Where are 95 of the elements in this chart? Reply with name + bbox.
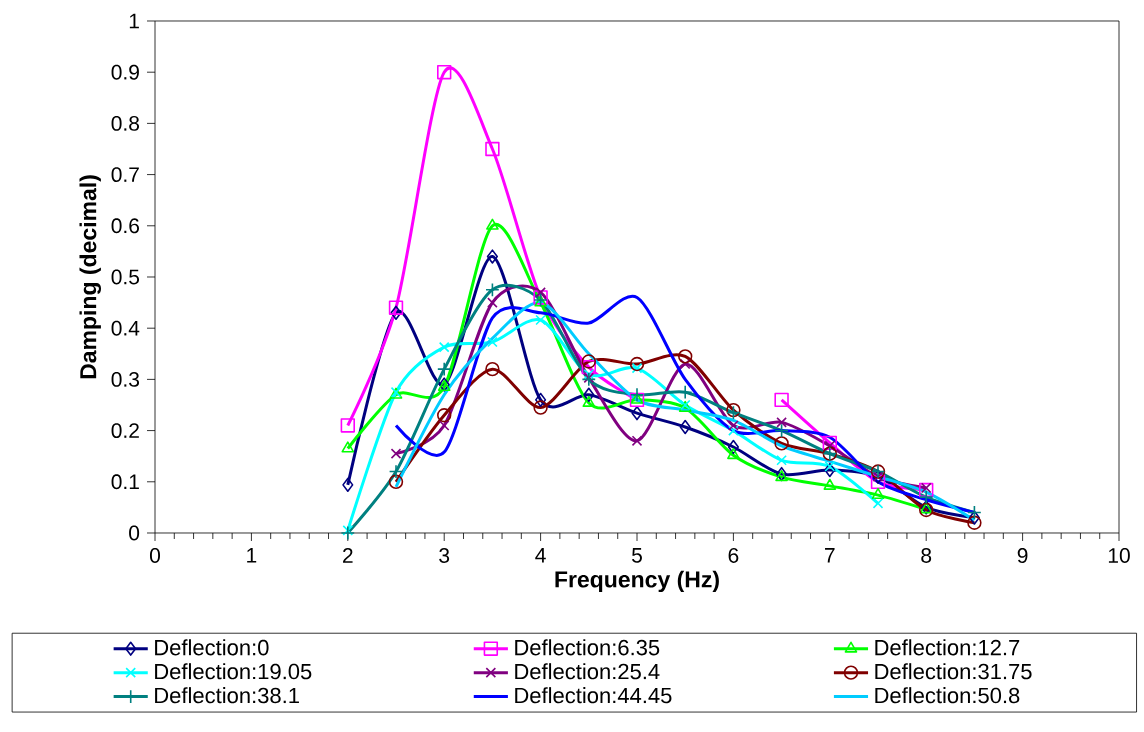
point (583, 387, 595, 402)
point (583, 368, 595, 380)
x-tick-label: 8 (921, 548, 932, 563)
point (823, 478, 837, 490)
point (919, 489, 934, 505)
point (340, 525, 355, 541)
point (774, 392, 789, 408)
x-tick-label: 7 (825, 548, 835, 563)
point (486, 218, 499, 230)
point (438, 420, 450, 431)
point (390, 448, 402, 459)
legend-label: Deflection:0 (155, 639, 269, 656)
point (679, 358, 691, 370)
y-tick-label: 0.4 (111, 320, 140, 336)
y-tick-label: 0.2 (111, 423, 139, 439)
y-tick-label: 0.8 (111, 115, 140, 131)
point (342, 477, 354, 493)
point (341, 441, 355, 453)
point (870, 474, 886, 489)
x-tick-label: 0 (149, 548, 161, 563)
y-tick-label: 0.6 (111, 218, 140, 234)
point (824, 461, 836, 472)
point (485, 361, 500, 377)
y-tick-label: 0.7 (111, 167, 139, 183)
x-tick-label: 2 (343, 548, 353, 563)
legend-label: Deflection:25.4 (515, 663, 660, 680)
point (872, 497, 884, 509)
x-tick-label: 9 (1017, 548, 1028, 563)
point (824, 462, 836, 478)
y-tick-label: 0.9 (111, 64, 139, 80)
point (629, 392, 645, 408)
point (437, 361, 452, 377)
point (776, 417, 787, 428)
point (340, 418, 355, 433)
point (727, 439, 739, 455)
point (631, 362, 643, 374)
point (776, 454, 787, 466)
point (342, 525, 354, 536)
point (679, 419, 691, 435)
legend-label: Deflection:12.7 (875, 639, 1020, 656)
legend-label: Deflection:19.05 (155, 663, 312, 680)
point (437, 64, 452, 80)
y-axis-title: Damping (decimal) (79, 175, 101, 379)
point (485, 141, 500, 157)
point (967, 515, 982, 530)
x-tick-label: 4 (535, 548, 546, 563)
point (388, 464, 404, 479)
legend-label: Deflection:31.75 (875, 663, 1032, 680)
x-tick-label: 3 (439, 548, 450, 563)
point (487, 297, 498, 308)
x-tick-label: 10 (1108, 548, 1130, 563)
point (388, 474, 404, 489)
x-axis-title: Frequency (Hz) (555, 570, 719, 593)
point (487, 336, 498, 348)
point (631, 435, 643, 447)
point (629, 387, 645, 402)
point (535, 314, 546, 326)
y-tick-label: 1 (129, 13, 139, 29)
point (967, 505, 982, 520)
point (728, 425, 739, 436)
point (871, 487, 885, 500)
legend-label: Deflection:44.45 (515, 687, 672, 704)
legend-label: Deflection:38.1 (155, 687, 299, 704)
legend-label: Deflection:6.35 (515, 639, 660, 656)
point (774, 423, 789, 438)
point (533, 400, 548, 415)
point (390, 305, 402, 321)
point (631, 405, 643, 421)
point (774, 436, 789, 451)
point (728, 420, 739, 431)
point (438, 341, 450, 353)
point (920, 482, 932, 494)
y-tick-label: 0.1 (111, 474, 139, 490)
point (629, 356, 645, 372)
point (581, 359, 596, 375)
point (968, 510, 980, 525)
point (582, 395, 596, 407)
y-tick-label: 0.3 (111, 371, 140, 387)
y-tick-label: 0.5 (111, 269, 140, 285)
point (485, 282, 500, 297)
legend-label: Deflection:50.8 (875, 687, 1020, 704)
point (535, 392, 547, 408)
x-tick-label: 5 (632, 548, 642, 563)
point (727, 447, 740, 460)
point (824, 440, 836, 452)
point (437, 408, 452, 423)
point (535, 287, 546, 298)
point (388, 300, 404, 315)
point (822, 435, 837, 451)
point (581, 354, 596, 369)
point (678, 349, 693, 364)
x-tick-label: 6 (728, 548, 739, 563)
x-tick-label: 1 (247, 548, 257, 563)
y-tick-label: 0 (129, 525, 140, 541)
point (486, 249, 499, 264)
